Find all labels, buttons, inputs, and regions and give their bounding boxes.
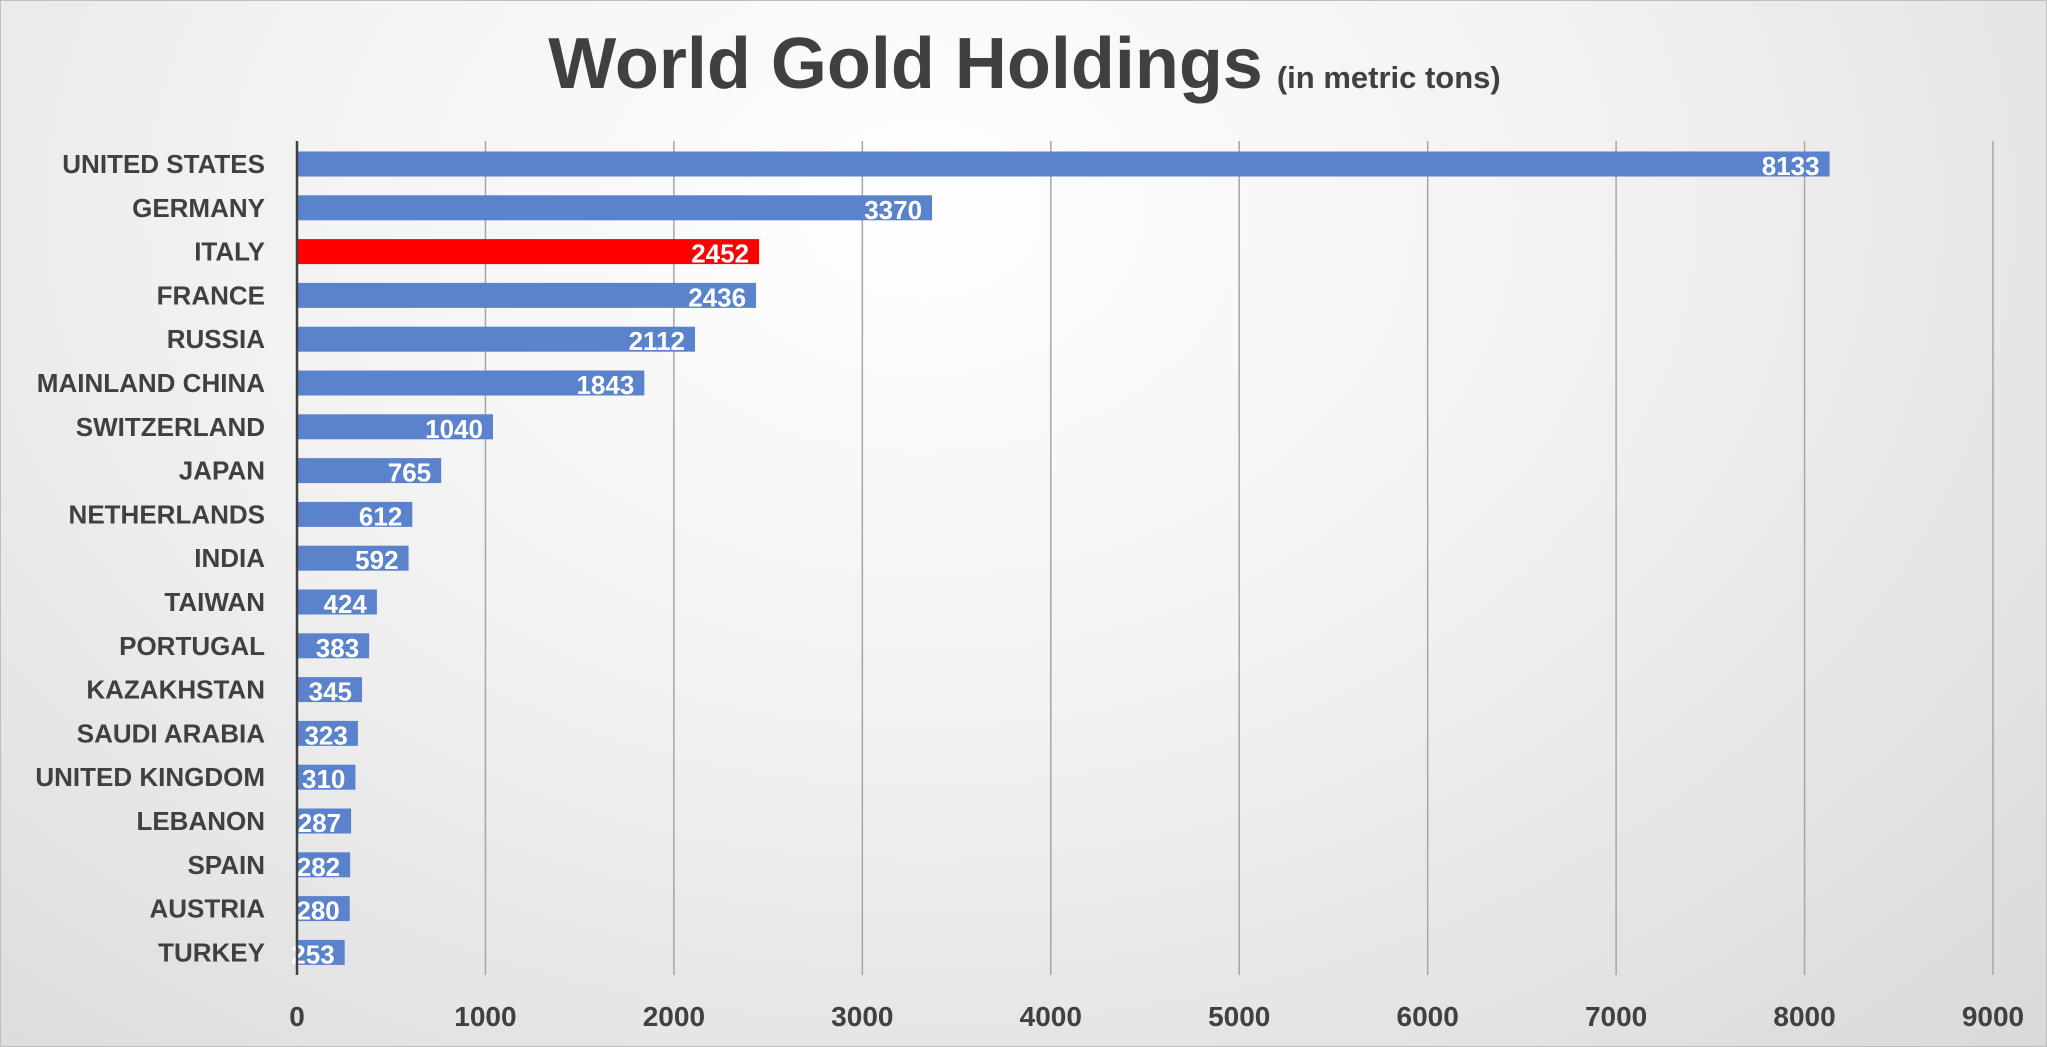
bar (297, 677, 363, 703)
bar (297, 589, 377, 615)
category-label: JAPAN (179, 456, 265, 486)
category-label: UNITED STATES (62, 149, 265, 179)
bar (297, 414, 493, 440)
value-label: 345 (309, 677, 352, 707)
x-tick-label: 5000 (1208, 1001, 1270, 1032)
x-tick-label: 9000 (1962, 1001, 2024, 1032)
bar (297, 151, 1830, 177)
value-label: 2452 (691, 239, 749, 269)
value-label: 280 (296, 896, 339, 926)
category-label: INDIA (194, 543, 265, 573)
chart-title-block: World Gold Holdings (in metric tons) (1, 23, 2046, 105)
value-label: 253 (291, 939, 334, 969)
category-label: PORTUGAL (119, 631, 265, 661)
category-label: RUSSIA (167, 324, 265, 354)
category-label: AUSTRIA (149, 894, 265, 924)
category-label: FRANCE (157, 280, 265, 310)
chart-title: World Gold Holdings (548, 24, 1263, 104)
value-label: 287 (298, 808, 341, 838)
bar (297, 545, 409, 571)
value-label: 2436 (688, 282, 746, 312)
x-tick-label: 6000 (1397, 1001, 1459, 1032)
chart-subtitle: (in metric tons) (1276, 60, 1501, 95)
category-label: ITALY (194, 237, 265, 267)
category-label: UNITED KINGDOM (35, 762, 265, 792)
category-label: NETHERLANDS (69, 499, 265, 529)
bar (297, 720, 358, 746)
category-label: TAIWAN (164, 587, 265, 617)
value-label: 310 (302, 764, 345, 794)
value-label: 282 (297, 852, 340, 882)
bar (297, 195, 933, 221)
value-label: 612 (359, 501, 402, 531)
value-label: 1040 (425, 414, 483, 444)
category-label: SAUDI ARABIA (77, 718, 265, 748)
category-label: MAINLAND CHINA (37, 368, 265, 398)
x-tick-label: 7000 (1585, 1001, 1647, 1032)
bar (297, 370, 645, 396)
category-label: KAZAKHSTAN (86, 675, 265, 705)
bar (297, 896, 350, 922)
x-tick-label: 8000 (1773, 1001, 1835, 1032)
category-label: SWITZERLAND (76, 412, 265, 442)
bar (297, 282, 757, 308)
category-label: GERMANY (132, 193, 265, 223)
bar (297, 939, 345, 965)
x-tick-label: 3000 (831, 1001, 893, 1032)
category-label: TURKEY (158, 937, 265, 967)
category-label: SPAIN (187, 850, 265, 880)
bar (297, 501, 413, 527)
x-tick-label: 4000 (1020, 1001, 1082, 1032)
value-label: 8133 (1762, 151, 1820, 181)
value-label: 383 (316, 633, 359, 663)
bar (297, 852, 351, 878)
x-tick-label: 0 (289, 1001, 305, 1032)
value-label: 1843 (576, 370, 634, 400)
value-label: 765 (388, 458, 431, 488)
x-tick-label: 2000 (643, 1001, 705, 1032)
bar (297, 764, 356, 790)
value-label: 323 (304, 720, 347, 750)
bar (297, 808, 352, 834)
value-label: 424 (324, 589, 368, 619)
value-label: 3370 (864, 195, 922, 225)
bar (297, 239, 760, 265)
value-label: 2112 (629, 326, 685, 356)
bar (297, 458, 442, 484)
x-tick-label: 1000 (454, 1001, 516, 1032)
bar (297, 633, 370, 659)
bar (297, 326, 695, 352)
category-label: LEBANON (136, 806, 265, 836)
value-label: 592 (355, 545, 398, 575)
